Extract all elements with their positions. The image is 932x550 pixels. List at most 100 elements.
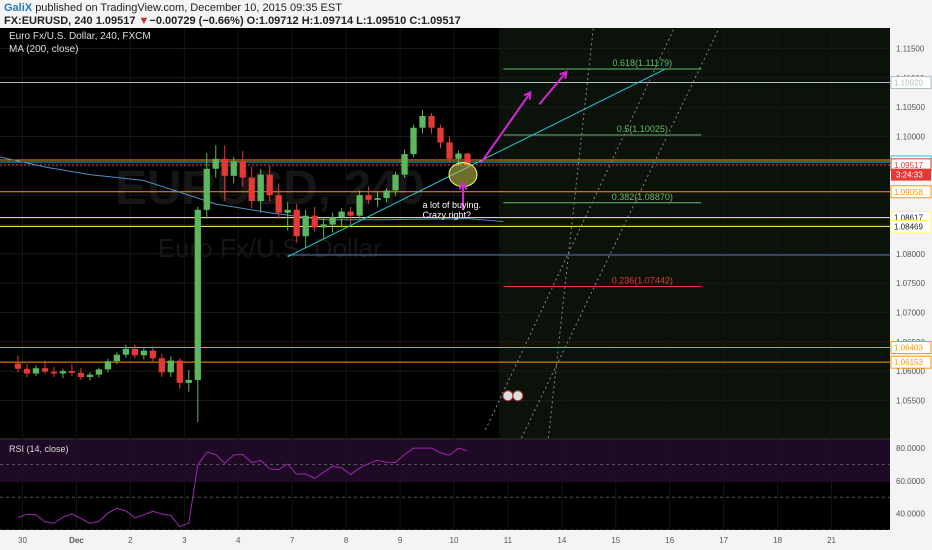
candle-body xyxy=(401,154,408,175)
moving-average-line xyxy=(0,156,504,223)
candle-body xyxy=(140,350,147,356)
change-arrow-icon: ▼ xyxy=(138,15,150,27)
price-tick: 1.11500 xyxy=(896,45,925,54)
price-tag: 1.08469 xyxy=(894,222,923,231)
candle-body xyxy=(41,368,49,372)
price-axis-bg xyxy=(890,28,932,530)
time-axis[interactable]: 30 Dec 2 3 4 7 8 9 10 11 14 15 16 17 18 21 xyxy=(0,530,932,550)
time-tick: 18 xyxy=(773,536,782,545)
candle-body xyxy=(230,161,237,176)
time-tick: 15 xyxy=(611,536,620,545)
price-tick: 1.10500 xyxy=(896,103,925,112)
ma-legend: MA (200, close) xyxy=(9,44,78,55)
countdown-tag-bg xyxy=(891,168,931,181)
candlestick-series xyxy=(14,110,471,423)
watermark-name: Euro Fx/U.S. Dollar xyxy=(158,233,382,263)
candle-body xyxy=(32,368,40,374)
candle-body xyxy=(455,153,462,159)
candle-body xyxy=(113,354,121,362)
symbol-label: FX:EURUSD, 240 xyxy=(4,15,93,27)
candle-body xyxy=(23,368,31,374)
candle-body xyxy=(158,358,165,373)
candle-body xyxy=(284,209,291,213)
candle-body xyxy=(149,350,156,359)
chart-legend: Euro Fx/U.S. Dollar, 240, FXCM MA (200, … xyxy=(9,31,151,55)
symbol-line: FX:EURUSD, 240 1.09517 ▼−0.00729 (−0.66%… xyxy=(4,15,461,27)
horizontal-levels[interactable] xyxy=(0,82,890,363)
trend-drawings[interactable]: a lot of buying.Crazy right? xyxy=(287,28,720,439)
candle-body xyxy=(275,195,282,213)
candle-body xyxy=(59,371,67,374)
candle-body xyxy=(248,177,255,202)
price-grid xyxy=(0,28,890,530)
time-tick: 16 xyxy=(665,536,674,545)
annotation-text: a lot of buying. xyxy=(423,200,482,210)
candle-body xyxy=(14,363,22,369)
arrow-up-small-head xyxy=(458,181,468,190)
candle-body xyxy=(293,209,300,237)
price-tick: 1.06000 xyxy=(896,367,925,376)
countdown-tag: 3:24:33 xyxy=(896,171,923,180)
rsi-tick: 60.0000 xyxy=(896,477,925,486)
price-axis[interactable]: 1.115001.110001.105001.100001.095001.090… xyxy=(890,28,932,530)
arrow-up-right-head xyxy=(523,90,532,100)
chart-background xyxy=(0,28,890,530)
candle-body xyxy=(446,142,453,159)
time-tick: 3 xyxy=(182,536,187,545)
ma200-line xyxy=(0,156,504,223)
rsi-tick: 80.0000 xyxy=(896,444,925,453)
candle-body xyxy=(365,195,372,200)
price-tag-bg xyxy=(890,340,932,354)
time-tick: 4 xyxy=(236,536,241,545)
candle-body xyxy=(374,198,381,200)
price-tick: 1.07000 xyxy=(896,308,925,317)
time-tick: 11 xyxy=(504,536,513,545)
annotation-text: Crazy right? xyxy=(423,210,472,220)
time-tick: 21 xyxy=(827,536,836,545)
time-tick: 2 xyxy=(128,536,133,545)
ohlc-values: O:1.09712 H:1.09714 L:1.09510 C:1.09517 xyxy=(246,15,461,27)
fibonacci-levels[interactable]: 0.618(1.11179) 0.5(1.10025) 0.382(1.08870)… xyxy=(503,58,702,288)
candle-body xyxy=(320,224,327,228)
fan-line-c xyxy=(547,28,594,439)
fib-label: 0.618(1.11179) xyxy=(612,58,672,68)
time-tick: 30 xyxy=(18,536,27,545)
time-tick: 14 xyxy=(557,536,566,545)
candle-body xyxy=(302,215,309,237)
candle-body xyxy=(338,211,345,218)
candle-body xyxy=(419,115,426,128)
rsi-legend: RSI (14, close) xyxy=(9,444,69,454)
last-price: 1.09517 xyxy=(95,15,136,27)
candle-body xyxy=(122,348,130,355)
candle-body xyxy=(266,174,273,196)
price-tag: 1.09517 xyxy=(894,161,923,170)
event-flag-icon xyxy=(502,390,514,402)
price-tag-bg xyxy=(890,185,932,199)
author-name[interactable]: GaliX xyxy=(4,2,33,14)
candle-body xyxy=(257,174,264,202)
time-tick: 7 xyxy=(290,536,295,545)
time-tick: Dec xyxy=(69,536,84,545)
chart-title: Euro Fx/U.S. Dollar, 240, FXCM xyxy=(9,31,151,42)
price-tag: 1.09058 xyxy=(894,188,923,197)
rsi-tick: 40.0000 xyxy=(896,510,925,519)
candle-body xyxy=(131,348,138,356)
candle-body xyxy=(194,209,201,380)
header-bar: GaliX published on TradingView.com, Dece… xyxy=(0,0,932,28)
price-tag: 1.06153 xyxy=(894,358,923,367)
candle-body xyxy=(176,360,183,383)
rsi-line xyxy=(17,447,468,528)
time-tick: 10 xyxy=(450,536,459,545)
time-tick: 9 xyxy=(398,536,403,545)
rsi-band xyxy=(0,440,890,483)
candle-body xyxy=(86,374,94,377)
candle-body xyxy=(437,127,444,143)
price-change: −0.00729 (−0.66%) xyxy=(149,15,244,27)
price-tick: 1.08000 xyxy=(896,250,925,259)
publish-info: published on TradingView.com, December 1… xyxy=(35,2,342,14)
candle-body xyxy=(383,190,390,199)
fib-label: 0.382(1.08870) xyxy=(612,192,673,202)
future-zone-shade xyxy=(498,28,890,438)
price-tag-bg xyxy=(890,219,932,233)
